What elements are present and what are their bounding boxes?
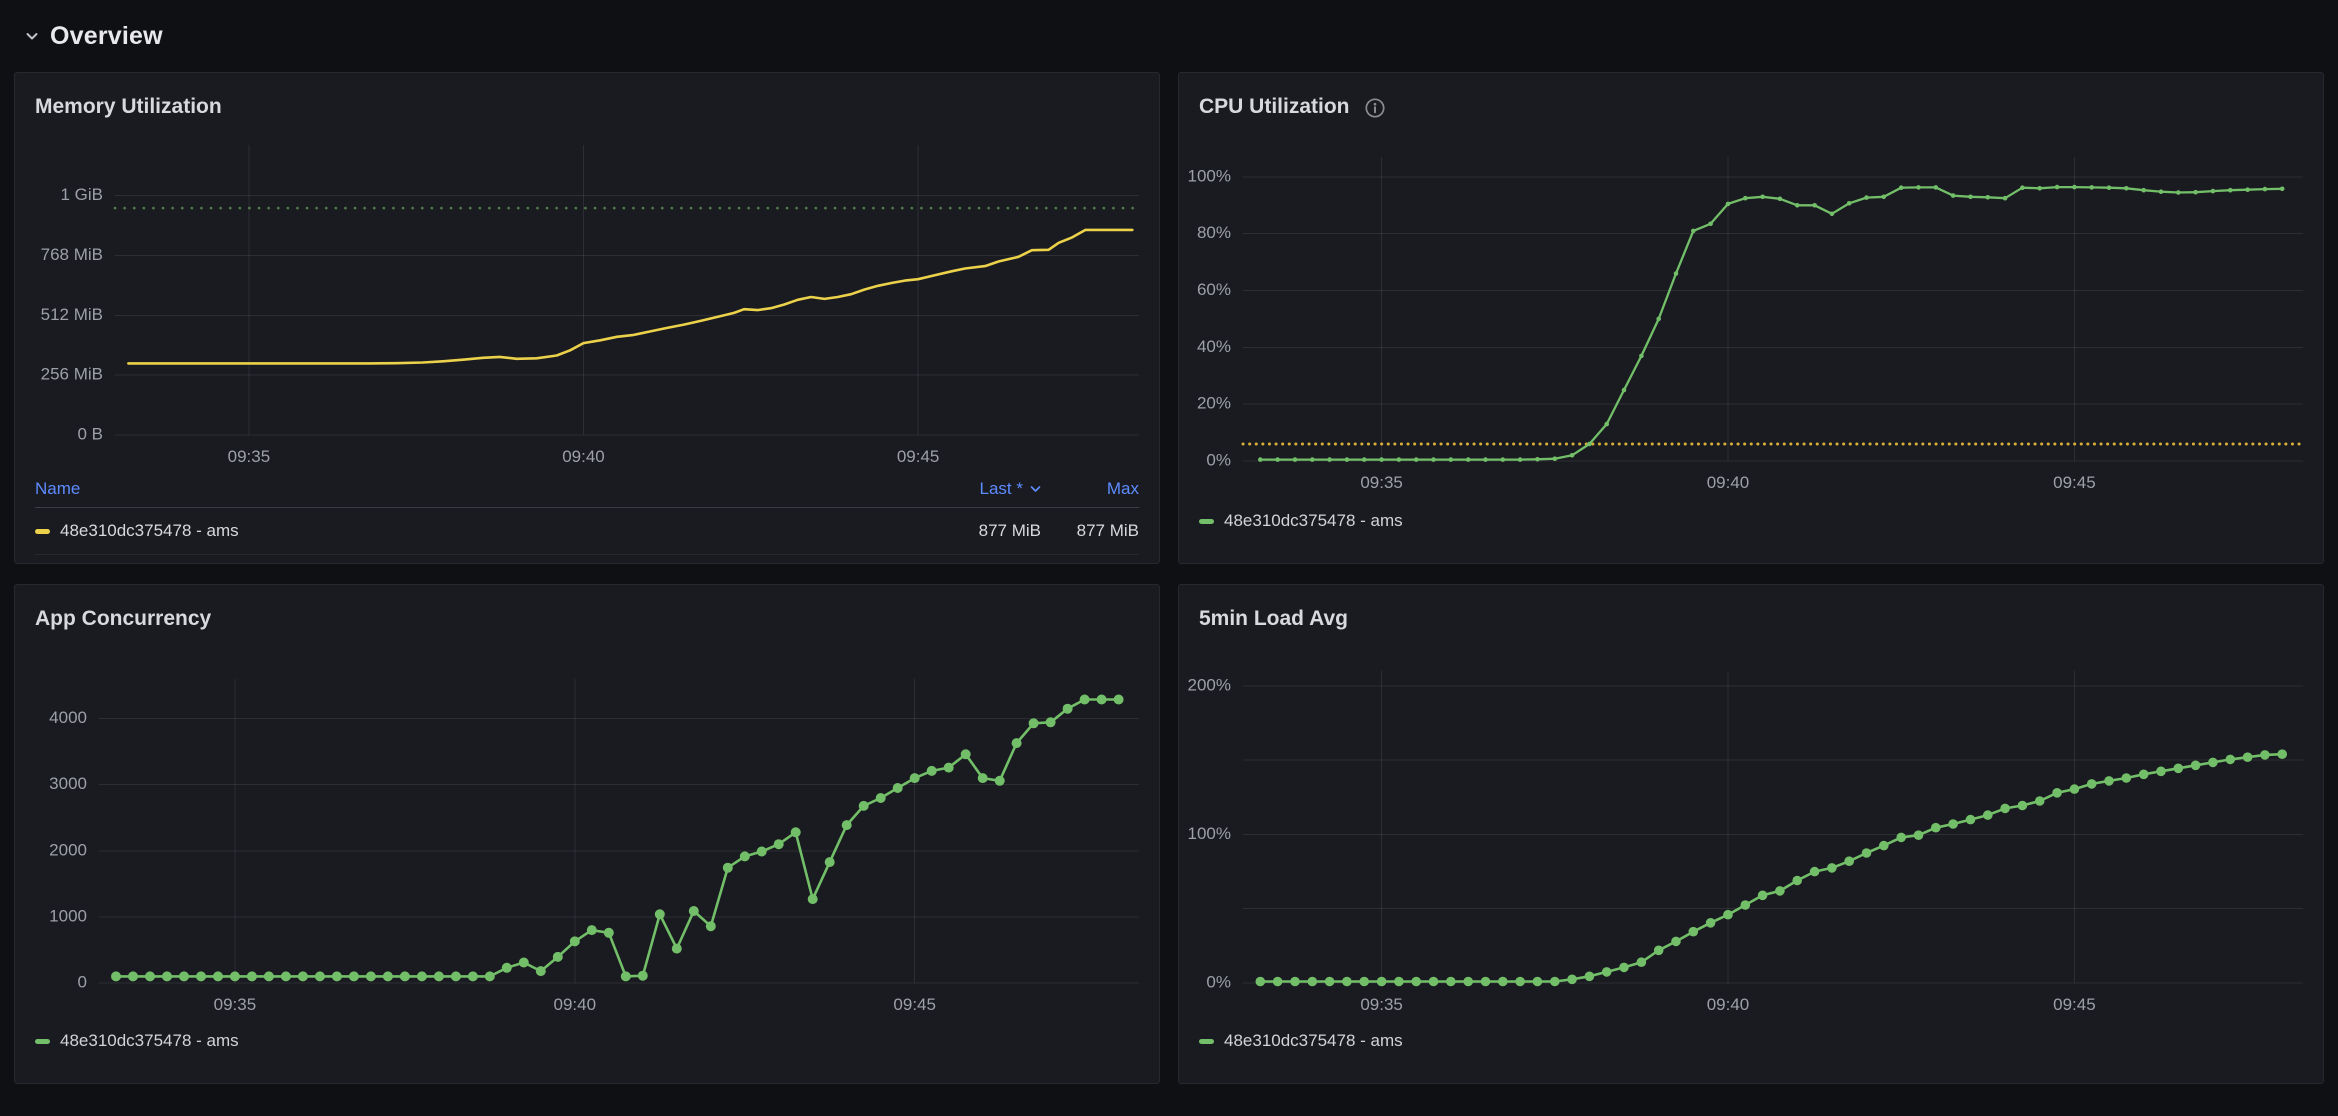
svg-text:09:35: 09:35 [214,995,257,1014]
series-toggle-load[interactable]: 48e310dc375478 - ams [1199,1031,1403,1051]
svg-text:256 MiB: 256 MiB [41,365,103,384]
svg-text:1000: 1000 [49,906,87,925]
panel-title-load-avg[interactable]: 5min Load Avg [1199,607,1348,630]
panel-header: Memory Utilization [15,73,1159,131]
chevron-down-icon [1030,485,1041,493]
panel-header: 5min Load Avg [1179,585,2323,643]
panel-title-app-concurrency[interactable]: App Concurrency [35,607,212,630]
svg-text:40%: 40% [1197,337,1231,356]
section-header-overview[interactable]: Overview [0,0,2338,72]
svg-text:09:45: 09:45 [2053,473,2096,492]
svg-text:0: 0 [78,972,87,991]
series-swatch [1199,1038,1214,1044]
series-toggle-app[interactable]: 48e310dc375478 - ams [35,1031,239,1051]
svg-text:100%: 100% [1188,824,1231,843]
svg-text:60%: 60% [1197,280,1231,299]
app-concurrency-chart[interactable]: 0 1000 2000 3000 4000 09:35 09:40 09:45 [15,643,1159,1023]
series-label: 48e310dc375478 - ams [60,521,239,540]
svg-text:20%: 20% [1197,394,1231,413]
legend-table-header: Name Last * Max [35,471,1139,508]
svg-text:09:40: 09:40 [1707,473,1750,492]
svg-text:1 GiB: 1 GiB [60,185,103,204]
svg-text:3000: 3000 [49,774,87,793]
svg-text:09:45: 09:45 [893,995,936,1014]
svg-text:768 MiB: 768 MiB [41,245,103,264]
series-label: 48e310dc375478 - ams [1224,511,1403,530]
svg-text:4000: 4000 [49,708,87,727]
panel-app-concurrency: App Concurrency 0 1000 2000 3000 4000 09:35 09… [14,584,1160,1084]
svg-text:09:45: 09:45 [2053,995,2096,1014]
series-label: 48e310dc375478 - ams [60,1031,239,1050]
svg-text:09:40: 09:40 [562,447,605,466]
chevron-down-icon [24,28,40,44]
svg-text:0 B: 0 B [77,424,103,443]
load-avg-legend: 48e310dc375478 - ams [1179,1023,2323,1083]
svg-text:2000: 2000 [49,840,87,859]
section-title: Overview [50,21,163,50]
series-label: 48e310dc375478 - ams [1224,1031,1403,1050]
series-max-value: 877 MiB [1076,521,1139,540]
panel-header: App Concurrency [15,585,1159,643]
series-swatch [1199,518,1214,524]
panel-header: CPU Utilization [1179,73,2323,131]
svg-text:09:35: 09:35 [228,447,271,466]
series-toggle-memory[interactable]: 48e310dc375478 - ams [35,521,919,541]
legend-col-max[interactable]: Max [1106,479,1139,498]
svg-text:100%: 100% [1188,166,1231,185]
legend-col-last[interactable]: Last * [919,479,1041,499]
series-swatch [35,528,50,534]
svg-text:09:40: 09:40 [554,995,597,1014]
info-icon[interactable] [1364,97,1386,119]
memory-legend-table: Name Last * Max 48e310dc375478 - ams 87 [15,471,1159,563]
series-swatch [35,1038,50,1044]
series-last-value: 877 MiB [978,521,1041,540]
panel-title-cpu[interactable]: CPU Utilization [1199,95,1350,118]
dashboard-grid: Memory Utilization 0 B 256 MiB 512 MiB 768 … [0,72,2338,1084]
panel-cpu-utilization: CPU Utilization 0% 20% 40% 60% 80% 100% 09:35 0… [1178,72,2324,564]
svg-text:0%: 0% [1206,972,1231,991]
svg-text:09:45: 09:45 [897,447,940,466]
svg-text:09:35: 09:35 [1360,473,1403,492]
app-concurrency-legend: 48e310dc375478 - ams [15,1023,1159,1083]
svg-text:09:40: 09:40 [1707,995,1750,1014]
cpu-chart[interactable]: 0% 20% 40% 60% 80% 100% 09:35 09:40 09:45 [1179,131,2323,503]
svg-text:200%: 200% [1188,675,1231,694]
svg-text:0%: 0% [1206,450,1231,469]
panel-title-memory[interactable]: Memory Utilization [35,95,222,118]
legend-col-name[interactable]: Name [35,479,81,498]
panel-load-avg: 5min Load Avg 0% 100% 200% 09:35 09:40 09:45 … [1178,584,2324,1084]
svg-text:512 MiB: 512 MiB [41,305,103,324]
cpu-legend: 48e310dc375478 - ams [1179,503,2323,563]
memory-chart[interactable]: 0 B 256 MiB 512 MiB 768 MiB 1 GiB 09:35 09:40 0… [15,131,1159,471]
load-avg-chart[interactable]: 0% 100% 200% 09:35 09:40 09:45 [1179,643,2323,1023]
legend-table-row: 48e310dc375478 - ams 877 MiB 877 MiB [35,508,1139,555]
svg-text:09:35: 09:35 [1360,995,1403,1014]
series-toggle-cpu[interactable]: 48e310dc375478 - ams [1199,511,1403,531]
svg-text:80%: 80% [1197,223,1231,242]
panel-memory-utilization: Memory Utilization 0 B 256 MiB 512 MiB 768 … [14,72,1160,564]
